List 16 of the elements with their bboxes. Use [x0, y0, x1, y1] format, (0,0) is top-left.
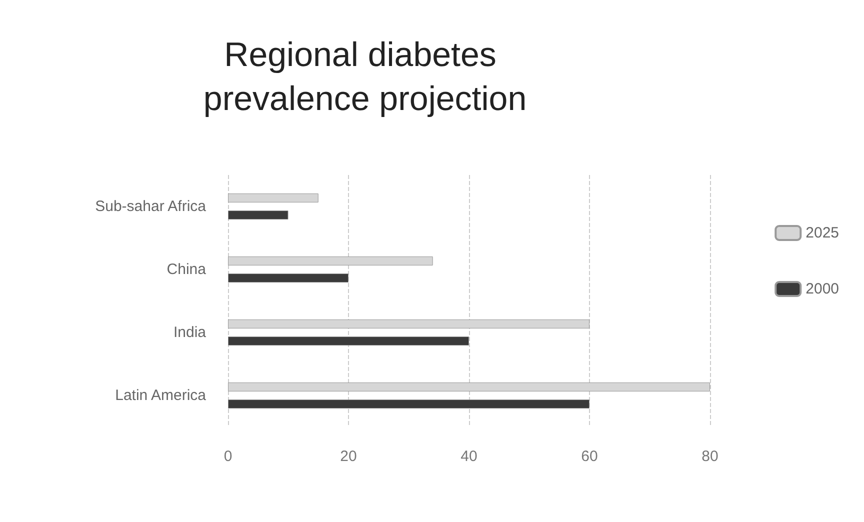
x-tick-label: 40: [460, 448, 478, 465]
y-tick-label: India: [173, 324, 207, 341]
x-tick-label: 0: [224, 448, 232, 465]
y-tick-label: Sub-sahar Africa: [95, 198, 207, 215]
bar: [228, 274, 348, 283]
bar: [228, 210, 288, 220]
x-tick-label: 60: [581, 448, 598, 465]
y-tick-label: China: [166, 261, 207, 278]
legend-label: 2000: [806, 280, 840, 298]
x-tick-label: 20: [340, 448, 357, 465]
legend-label: 2025: [806, 224, 840, 242]
y-tick-label: Latin America: [115, 387, 207, 404]
chart-title: Regional diabetes prevalence projection: [203, 36, 527, 118]
bar: [228, 400, 590, 409]
x-tick-label: 80: [702, 448, 718, 465]
bar: [228, 336, 469, 346]
